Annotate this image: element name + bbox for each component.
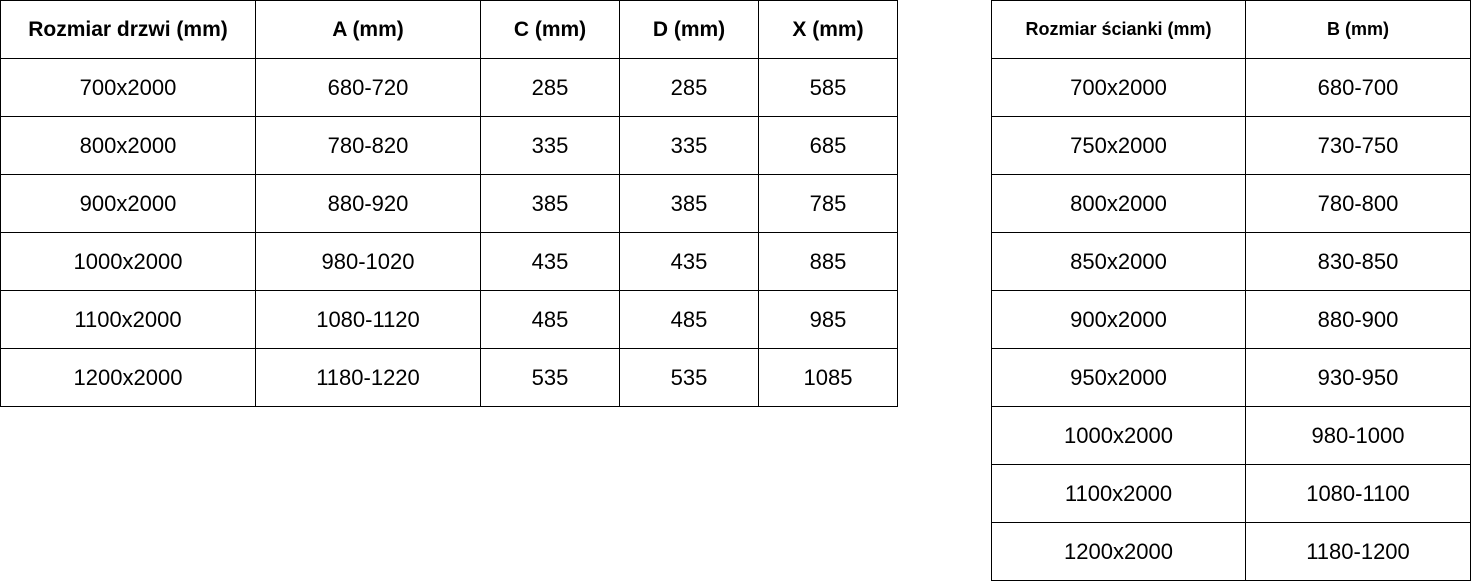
- table-cell: 680-700: [1245, 58, 1471, 117]
- column-header: Rozmiar drzwi (mm): [0, 0, 256, 59]
- table-cell: 535: [480, 348, 620, 407]
- table-cell: 335: [480, 116, 620, 175]
- table-cell: 485: [619, 290, 759, 349]
- table-cell: 435: [480, 232, 620, 291]
- table-cell: 1200x2000: [991, 522, 1246, 581]
- table-cell: 930-950: [1245, 348, 1471, 407]
- table-cell: 985: [758, 290, 898, 349]
- table-cell: 285: [619, 58, 759, 117]
- table-row: 900x2000 880-920 385 385 785: [0, 174, 898, 233]
- table-cell: 900x2000: [991, 290, 1246, 349]
- table-cell: 980-1000: [1245, 406, 1471, 465]
- table-cell: 335: [619, 116, 759, 175]
- table-cell: 1080-1100: [1245, 464, 1471, 523]
- table-cell: 1000x2000: [0, 232, 256, 291]
- table-cell: 385: [619, 174, 759, 233]
- table-cell: 800x2000: [991, 174, 1246, 233]
- table-cell: 1080-1120: [255, 290, 481, 349]
- table-cell: 535: [619, 348, 759, 407]
- table-cell: 700x2000: [991, 58, 1246, 117]
- header-row: Rozmiar drzwi (mm) A (mm) C (mm) D (mm) X (m…: [0, 0, 898, 59]
- table-row: 1100x2000 1080-1120 485 485 985: [0, 290, 898, 349]
- table-cell: 680-720: [255, 58, 481, 117]
- table-cell: 685: [758, 116, 898, 175]
- table-cell: 1000x2000: [991, 406, 1246, 465]
- table-row: 900x2000 880-900: [991, 290, 1471, 349]
- table-cell: 1180-1200: [1245, 522, 1471, 581]
- table-cell: 880-900: [1245, 290, 1471, 349]
- table-row: 700x2000 680-720 285 285 585: [0, 58, 898, 117]
- table-row: 700x2000 680-700: [991, 58, 1471, 117]
- table-row: 850x2000 830-850: [991, 232, 1471, 291]
- table-cell: 435: [619, 232, 759, 291]
- table-row: 950x2000 930-950: [991, 348, 1471, 407]
- column-header: C (mm): [480, 0, 620, 59]
- header-row: Rozmiar ścianki (mm) B (mm): [991, 0, 1471, 59]
- table-cell: 950x2000: [991, 348, 1246, 407]
- table-row: 1000x2000 980-1000: [991, 406, 1471, 465]
- table-row: 1100x2000 1080-1100: [991, 464, 1471, 523]
- table-row: 1200x2000 1180-1220 535 535 1085: [0, 348, 898, 407]
- column-header: D (mm): [619, 0, 759, 59]
- table-cell: 700x2000: [0, 58, 256, 117]
- wall-size-table: Rozmiar ścianki (mm) B (mm) 700x2000 680-7…: [991, 0, 1471, 581]
- table-cell: 1200x2000: [0, 348, 256, 407]
- table-row: 800x2000 780-820 335 335 685: [0, 116, 898, 175]
- table-cell: 780-800: [1245, 174, 1471, 233]
- column-header: Rozmiar ścianki (mm): [991, 0, 1246, 59]
- table-cell: 1085: [758, 348, 898, 407]
- table-cell: 780-820: [255, 116, 481, 175]
- column-header: X (mm): [758, 0, 898, 59]
- table-row: 1000x2000 980-1020 435 435 885: [0, 232, 898, 291]
- door-size-table: Rozmiar drzwi (mm) A (mm) C (mm) D (mm) X (m…: [0, 0, 898, 407]
- column-header: B (mm): [1245, 0, 1471, 59]
- table-cell: 980-1020: [255, 232, 481, 291]
- table-cell: 1180-1220: [255, 348, 481, 407]
- table-row: 750x2000 730-750: [991, 116, 1471, 175]
- table-cell: 485: [480, 290, 620, 349]
- table-cell: 730-750: [1245, 116, 1471, 175]
- table-cell: 1100x2000: [0, 290, 256, 349]
- table-cell: 800x2000: [0, 116, 256, 175]
- table-cell: 900x2000: [0, 174, 256, 233]
- table-cell: 385: [480, 174, 620, 233]
- table-cell: 285: [480, 58, 620, 117]
- column-header: A (mm): [255, 0, 481, 59]
- table-row: 1200x2000 1180-1200: [991, 522, 1471, 581]
- table-cell: 830-850: [1245, 232, 1471, 291]
- table-cell: 885: [758, 232, 898, 291]
- table-cell: 850x2000: [991, 232, 1246, 291]
- table-cell: 585: [758, 58, 898, 117]
- table-cell: 1100x2000: [991, 464, 1246, 523]
- table-cell: 880-920: [255, 174, 481, 233]
- table-cell: 785: [758, 174, 898, 233]
- table-row: 800x2000 780-800: [991, 174, 1471, 233]
- table-cell: 750x2000: [991, 116, 1246, 175]
